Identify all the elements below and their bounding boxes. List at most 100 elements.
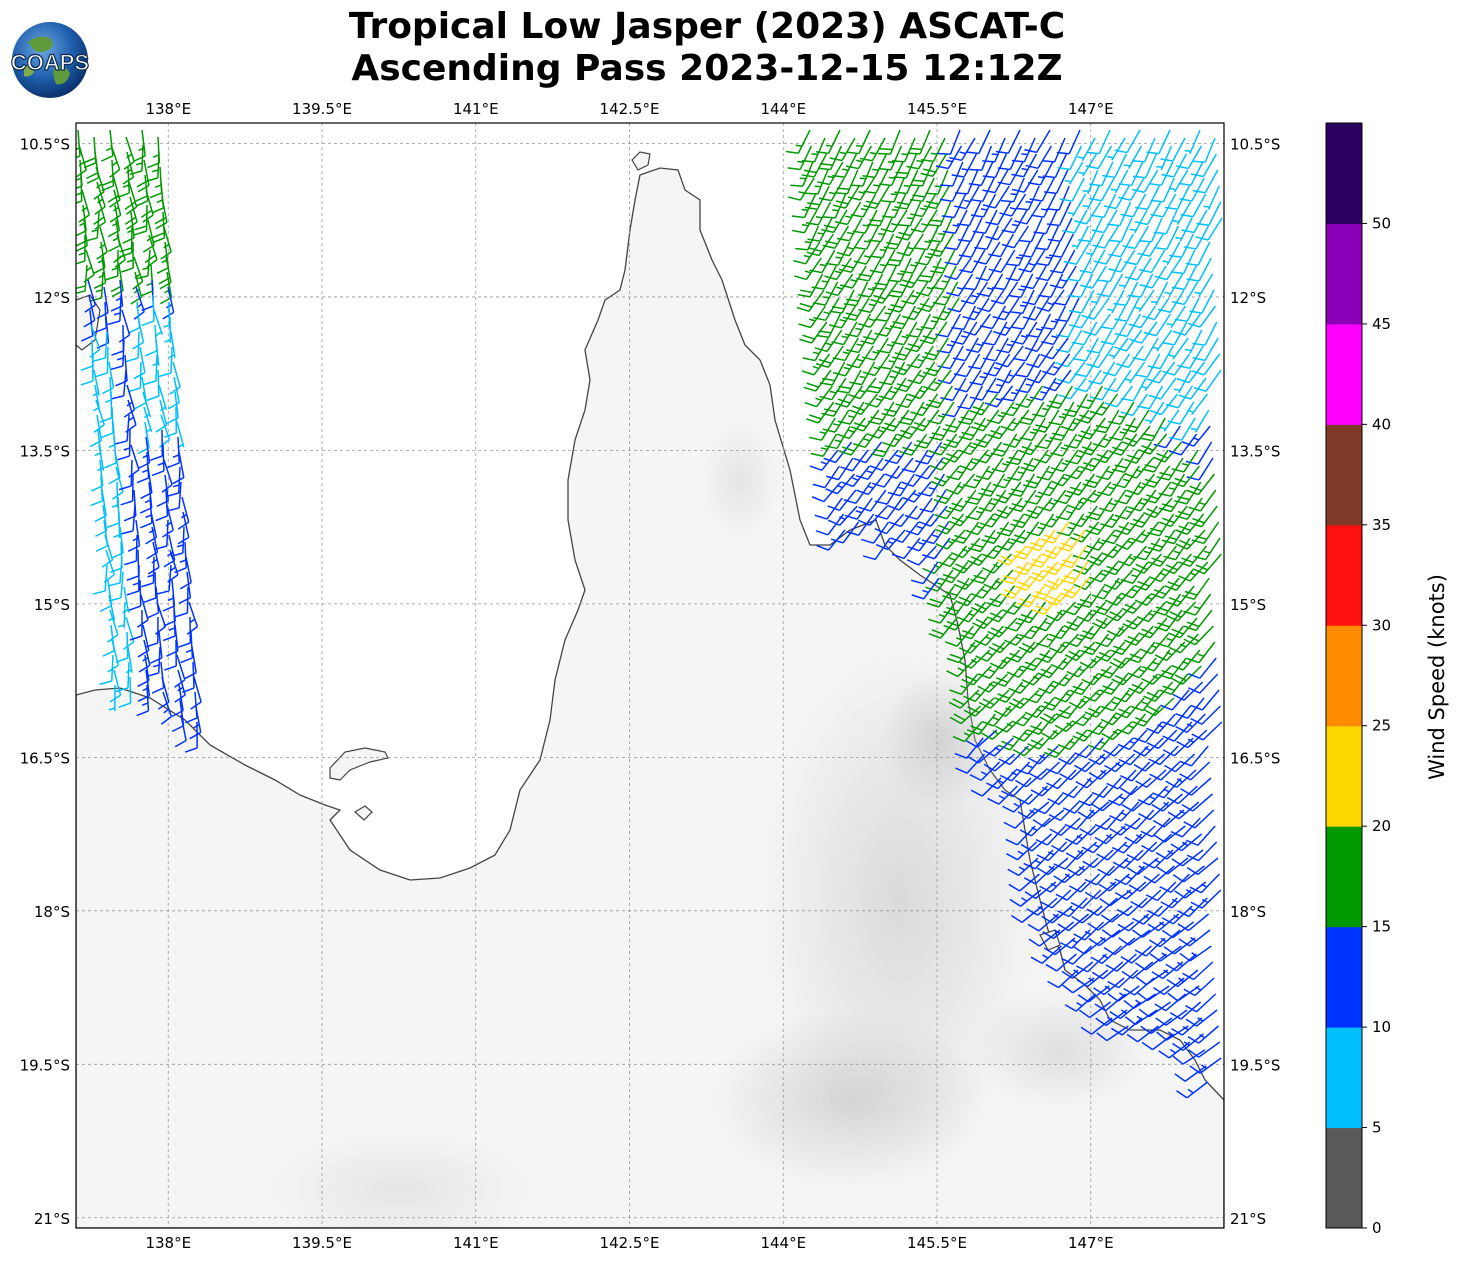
wind-barb (952, 721, 983, 743)
wind-barb (954, 369, 982, 393)
colorbar-tick-label: 25 (1372, 717, 1391, 735)
wind-barb (129, 144, 144, 176)
wind-barb (1002, 593, 1032, 615)
wind-barb (141, 556, 155, 588)
wind-barb (1186, 641, 1216, 664)
wind-barb (1192, 137, 1216, 163)
wind-barb (1000, 577, 1030, 599)
wind-barb (1177, 897, 1208, 918)
wind-barb (1114, 497, 1143, 520)
wind-barb (869, 233, 895, 259)
wind-barb (156, 564, 172, 595)
wind-barb (90, 459, 104, 492)
wind-barb (1064, 641, 1096, 662)
wind-barb (815, 129, 841, 155)
wind-barb (1109, 433, 1138, 456)
wind-barb (946, 641, 976, 664)
wind-barb (1171, 281, 1199, 306)
wind-barb (911, 577, 940, 600)
wind-barb (105, 249, 119, 281)
wind-barb (969, 761, 1001, 782)
wind-barb (910, 561, 939, 585)
wind-barb (1121, 425, 1151, 447)
lon-label-top: 142.5°E (600, 100, 660, 118)
wind-barb (1177, 345, 1204, 370)
wind-barb (117, 601, 126, 629)
wind-barb (976, 289, 1005, 313)
wind-barb (1107, 969, 1139, 989)
wind-barb (1154, 257, 1182, 281)
wind-barb (1088, 929, 1121, 947)
wind-barb (170, 526, 185, 558)
wind-barb (1172, 201, 1192, 225)
wind-barb (1189, 289, 1215, 314)
wind-barb (1040, 889, 1072, 909)
wind-barb (1185, 993, 1217, 1013)
wind-barb (1011, 705, 1041, 727)
wind-barb (1143, 313, 1172, 337)
wind-barb (160, 226, 172, 260)
lat-label-left: 19.5°S (20, 1056, 70, 1074)
wind-barb (1085, 513, 1115, 536)
wind-barb (825, 273, 854, 297)
colorbar-segment (1326, 826, 1362, 928)
wind-barb (1061, 945, 1092, 965)
wind-barb (1018, 217, 1043, 243)
wind-barb (818, 177, 845, 202)
wind-barb (954, 737, 984, 759)
wind-barb (995, 345, 1024, 368)
wind-barb (1162, 737, 1194, 757)
wind-barb (930, 465, 960, 487)
wind-barb (1040, 721, 1073, 740)
wind-barb (1043, 369, 1072, 392)
wind-barb (1099, 889, 1132, 907)
map-area[interactable] (68, 123, 1224, 1250)
wind-barb (1147, 897, 1178, 917)
wind-barb (881, 193, 907, 219)
wind-barb (180, 631, 194, 664)
wind-barb (1150, 177, 1175, 203)
wind-barb (1178, 545, 1207, 568)
colorbar-segment (1326, 1027, 1362, 1129)
wind-barb (1141, 449, 1169, 473)
wind-barb (973, 241, 1001, 265)
wind-barb (1014, 769, 1047, 788)
wind-barb (1018, 233, 1045, 258)
wind-barb (1041, 137, 1066, 163)
wind-barb (942, 577, 970, 601)
wind-barb (1155, 1009, 1188, 1026)
colorbar-segment (1326, 323, 1362, 425)
wind-barb (972, 609, 1003, 630)
wind-barb (891, 353, 921, 376)
wind-barb (1178, 161, 1204, 186)
wind-barb (1062, 209, 1088, 234)
wind-barb (1125, 361, 1146, 384)
wind-barb (929, 417, 956, 441)
wind-barb (124, 181, 138, 215)
wind-barb (1019, 817, 1051, 837)
wind-barb (1032, 409, 1060, 433)
wind-barb (1068, 273, 1094, 298)
wind-barb (1059, 761, 1091, 781)
wind-barb (1158, 289, 1185, 314)
wind-barb (993, 497, 1023, 519)
wind-barb (133, 346, 146, 380)
wind-barb (1135, 769, 1167, 788)
wind-barb (1085, 497, 1113, 521)
wind-barb (982, 137, 1006, 163)
wind-barb (1118, 929, 1151, 946)
wind-barb (993, 313, 1022, 336)
wind-barb (919, 321, 948, 345)
wind-barb (1032, 393, 1059, 418)
colorbar-tick-label: 5 (1372, 1119, 1382, 1137)
wind-barb (955, 753, 986, 774)
wind-barb (853, 241, 881, 265)
wind-barb (1126, 857, 1159, 876)
wind-barb (1049, 249, 1076, 274)
wind-barb (785, 129, 811, 155)
wind-barb (949, 673, 979, 696)
wind-barb (1040, 337, 1069, 360)
wind-barb (986, 369, 1012, 394)
wind-barb (1074, 753, 1106, 773)
wind-barb (1123, 993, 1157, 1009)
